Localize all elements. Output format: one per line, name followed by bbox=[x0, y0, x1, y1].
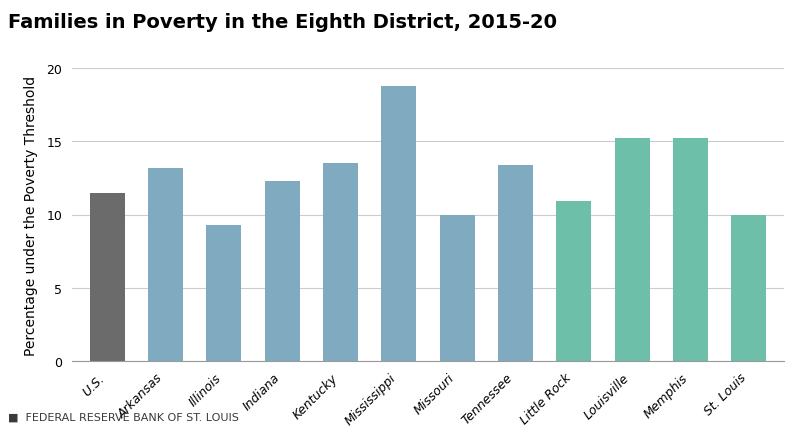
Bar bbox=[206, 225, 242, 361]
Bar bbox=[265, 181, 300, 361]
Bar bbox=[614, 139, 650, 361]
Text: ■  FEDERAL RESERVE BANK OF ST. LOUIS: ■ FEDERAL RESERVE BANK OF ST. LOUIS bbox=[8, 412, 239, 421]
Bar bbox=[498, 165, 533, 361]
Bar bbox=[556, 202, 591, 361]
Bar bbox=[731, 215, 766, 361]
Bar bbox=[148, 168, 183, 361]
Bar bbox=[440, 215, 474, 361]
Text: Families in Poverty in the Eighth District, 2015-20: Families in Poverty in the Eighth Distri… bbox=[8, 13, 557, 32]
Bar bbox=[90, 193, 125, 361]
Y-axis label: Percentage under the Poverty Threshold: Percentage under the Poverty Threshold bbox=[24, 75, 38, 355]
Bar bbox=[323, 164, 358, 361]
Bar bbox=[673, 139, 708, 361]
Bar bbox=[382, 86, 416, 361]
